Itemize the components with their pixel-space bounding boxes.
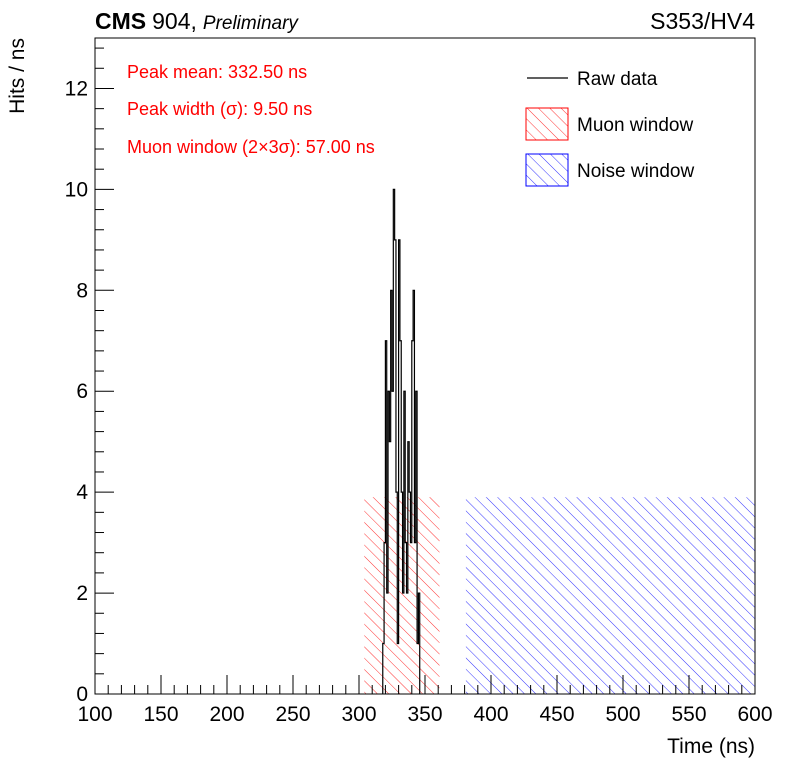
y-tick-label: 4 bbox=[76, 481, 88, 504]
x-tick-label: 500 bbox=[605, 703, 640, 726]
x-tick-label: 400 bbox=[473, 703, 508, 726]
x-tick-label: 350 bbox=[407, 703, 442, 726]
x-tick-label: 250 bbox=[275, 703, 310, 726]
x-tick-label: 600 bbox=[737, 703, 772, 726]
run-label: S353/HV4 bbox=[650, 8, 755, 34]
windows-layer bbox=[364, 497, 755, 694]
x-tick-label: 300 bbox=[341, 703, 376, 726]
y-tick-label: 0 bbox=[76, 683, 88, 706]
legend-raw-data-label: Raw data bbox=[577, 69, 658, 90]
y-tick-label: 6 bbox=[76, 380, 88, 403]
peak-mean-annotation: Peak mean: 332.50 ns bbox=[127, 62, 307, 82]
y-tick-label: 12 bbox=[65, 77, 88, 100]
muon-window-annotation: Muon window (2×3σ): 57.00 ns bbox=[127, 137, 375, 157]
status-label: Preliminary bbox=[203, 13, 300, 34]
legend-noise-window-label: Noise window bbox=[577, 161, 694, 182]
y-tick-label: 8 bbox=[76, 279, 88, 302]
experiment-label: CMS bbox=[95, 8, 146, 34]
x-tick-label: 200 bbox=[209, 703, 244, 726]
raw-data-histogram bbox=[382, 188, 421, 694]
chart-header: CMS 904, Preliminary bbox=[95, 8, 299, 34]
peak-width-annotation: Peak width (σ): 9.50 ns bbox=[127, 99, 312, 119]
x-tick-label: 450 bbox=[539, 703, 574, 726]
facility-label: 904, bbox=[152, 8, 197, 34]
legend-noise-window-swatch bbox=[525, 153, 569, 187]
legend-muon-window-label: Muon window bbox=[577, 115, 693, 136]
x-tick-label: 150 bbox=[143, 703, 178, 726]
noise-window-box bbox=[465, 497, 755, 694]
x-axis-title: Time (ns) bbox=[667, 735, 755, 758]
muon-window-box bbox=[364, 497, 440, 694]
legend-muon-window-swatch bbox=[525, 107, 569, 141]
y-tick-label: 2 bbox=[76, 582, 88, 605]
y-axis: 0 2 4 6 8 10 12 bbox=[65, 47, 114, 706]
x-axis: 100 150 200 250 300 350 400 450 500 550 600 bbox=[77, 675, 773, 726]
legend: Raw data Muon window Noise window bbox=[525, 69, 694, 187]
x-tick-label: 550 bbox=[671, 703, 706, 726]
y-axis-title: Hits / ns bbox=[6, 38, 29, 114]
y-tick-label: 10 bbox=[65, 178, 88, 201]
x-tick-label: 100 bbox=[77, 703, 112, 726]
